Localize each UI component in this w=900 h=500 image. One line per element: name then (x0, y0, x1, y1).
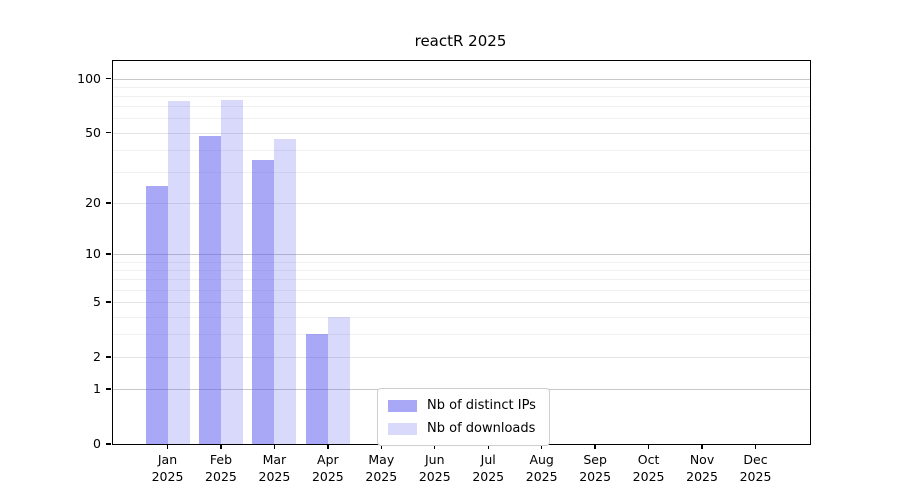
gridline-minor (113, 106, 810, 108)
legend-label-ips: Nb of distinct IPs (427, 398, 536, 413)
gridline-decade (113, 78, 810, 80)
legend-swatch-downloads (388, 422, 417, 435)
y-axis-tick-mark (106, 202, 111, 204)
y-axis-tick-label: 20 (85, 194, 101, 210)
gridline-minor (113, 118, 810, 120)
y-axis-tick-mark (106, 356, 111, 358)
legend-item-ips: Nb of distinct IPs (388, 396, 536, 415)
x-axis-tick-label: Sep 2025 (579, 452, 612, 484)
x-axis-tick-mark (220, 444, 222, 449)
legend: Nb of distinct IPs Nb of downloads (377, 388, 550, 446)
gridline-minor (113, 172, 810, 174)
bar-downloads-jan (167, 101, 190, 444)
gridline-minor (113, 269, 810, 271)
legend-swatch-ips (388, 399, 417, 412)
bar-ips-jan (145, 185, 168, 444)
bar-ips-apr (305, 334, 328, 444)
x-axis-tick-label: Apr 2025 (311, 452, 344, 484)
gridline-minor (113, 289, 810, 291)
bar-downloads-mar (274, 139, 297, 444)
y-axis-tick-mark (106, 253, 111, 255)
x-axis-tick-mark (594, 444, 596, 449)
gridline (113, 302, 810, 304)
x-axis-tick-label: Nov 2025 (686, 452, 718, 484)
y-axis-tick-mark (106, 77, 111, 80)
x-axis-tick-mark (327, 444, 329, 449)
gridline-minor (113, 95, 810, 97)
gridline-minor (113, 279, 810, 281)
bar-downloads-feb (220, 100, 243, 444)
x-axis-tick-label: Jul 2025 (472, 452, 505, 484)
y-axis-tick-label: 5 (93, 294, 101, 310)
gridline (113, 202, 810, 204)
y-axis-tick-mark (106, 443, 111, 445)
gridline-minor (113, 261, 810, 263)
y-axis-tick-label: 100 (77, 70, 101, 86)
x-axis-tick-label: Feb 2025 (205, 452, 237, 484)
x-axis-tick-label: Mar 2025 (258, 452, 291, 484)
y-axis-tick-mark (106, 388, 111, 390)
x-axis-tick-mark (487, 444, 489, 449)
y-axis-tick-label: 2 (93, 348, 101, 364)
gridline-minor (113, 334, 810, 336)
x-axis-tick-mark (166, 444, 169, 449)
x-axis-tick-mark (647, 444, 650, 449)
chart-title: reactR 2025 (414, 32, 507, 50)
y-axis-tick-label: 10 (85, 246, 101, 262)
gridline-minor (113, 86, 810, 88)
legend-label-downloads: Nb of downloads (427, 421, 536, 436)
gridline (113, 132, 810, 134)
plot-area: Nb of distinct IPs Nb of downloads 0 1 2 5 1… (77, 60, 811, 484)
x-axis-tick-mark (380, 444, 382, 449)
gridline (113, 356, 810, 358)
x-axis-tick-mark (434, 444, 436, 449)
y-axis-tick-mark (106, 301, 111, 303)
x-axis-tick-label: Dec 2025 (739, 452, 772, 484)
legend-item-downloads: Nb of downloads (388, 419, 536, 438)
bar-ips-mar (252, 160, 275, 444)
gridline-minor (113, 316, 810, 318)
x-axis-tick-label: Jan 2025 (151, 452, 184, 484)
x-axis-tick-label: Oct 2025 (632, 452, 665, 484)
x-axis-tick-mark (540, 444, 543, 449)
gridline-minor (113, 149, 810, 151)
y-axis-tick-label: 0 (93, 436, 101, 451)
y-axis-tick-label: 50 (85, 124, 101, 140)
x-axis-tick-label: Jun 2025 (418, 452, 451, 484)
x-axis-tick-mark (273, 444, 276, 449)
gridline-decade (113, 254, 810, 256)
x-axis-tick-mark (754, 444, 757, 449)
y-axis-tick-label: 1 (93, 381, 101, 397)
x-axis-tick-label: Aug 2025 (525, 452, 558, 484)
x-axis-tick-label: May 2025 (365, 452, 398, 484)
x-axis-tick-mark (701, 444, 703, 449)
y-axis-tick-mark (106, 131, 111, 134)
bar-downloads-apr (327, 316, 350, 444)
bar-ips-feb (198, 135, 221, 444)
